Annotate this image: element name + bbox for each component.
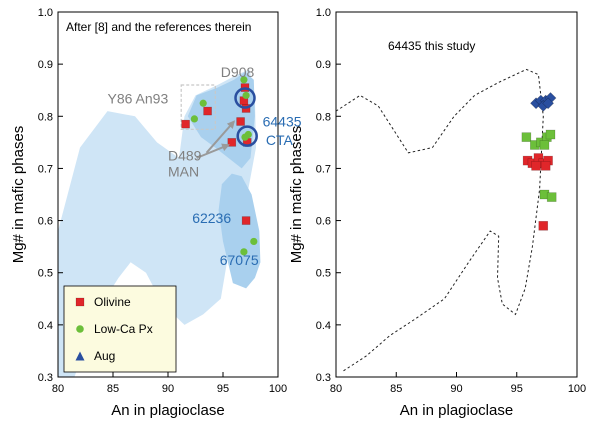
point-low-ca-px [190,115,198,123]
legend-marker-low-ca-px [76,325,84,333]
label-cta: CTA [266,132,294,148]
x-tick-label: 80 [52,383,64,395]
x-tick-label: 85 [107,383,119,395]
y-tick-label: 0.9 [38,59,53,71]
field-shading-left [58,69,261,378]
label-67075: 67075 [220,252,259,268]
point-low-ca-px [199,99,207,107]
point-olivine [181,119,190,129]
point-low-ca-px [521,132,532,142]
dashed-box [180,84,216,130]
point-olivine [203,106,212,116]
y-tick-label: 0.8 [316,111,331,123]
x-tick-label: 90 [450,383,462,395]
label-d489: D489 [168,148,202,164]
point-low-ca-px [240,76,248,84]
field-outline [335,68,544,373]
x-tick-label: 100 [269,383,287,395]
y-tick-label: 0.5 [316,268,331,280]
point-low-ca-px [250,237,258,246]
point-low-ca-px [545,129,556,140]
axes-right: 80 85 90 95 100 0.3 0.4 0.5 0.6 0.7 0.8 0.9 1.0 An in… [288,7,586,419]
point-low-ca-px [240,248,248,256]
x-tick-label: 90 [162,383,174,395]
y-tick-label: 0.6 [38,216,53,228]
annotation-header: 64435 this study [388,39,475,53]
y-tick-label: 1.0 [38,7,53,19]
legend-marker-aug [75,351,85,361]
legend-marker-olivine [75,297,85,307]
point-olivine [227,138,237,147]
y-tick-label: 0.7 [38,163,53,175]
label-man: MAN [168,163,199,179]
point-aug [542,97,555,110]
y-axis-label: Mg# in mafic phases [10,126,27,264]
point-low-ca-px [241,133,249,141]
point-low-ca-px [539,140,550,150]
plot-frame [57,11,279,378]
y-tick-label: 0.4 [316,320,331,332]
x-tick-label: 95 [511,383,523,395]
plot-frame [335,11,578,378]
arrow-d489 [196,143,230,159]
y-tick-label: 0.7 [316,163,331,175]
lower-dense-field [218,173,261,289]
label-64435: 64435 [263,114,302,130]
y-tick-label: 0.9 [316,59,331,71]
x-tick-label: 80 [330,383,342,395]
y-tick-label: 0.4 [38,320,53,332]
legend-label: Low-Ca Px [94,322,153,336]
upper-dense-field [187,72,255,169]
legend: Olivine Low-Ca Px Aug [63,285,177,373]
highlight-circle-64435 [234,87,256,109]
label-62236: 62236 [192,210,231,226]
point-low-ca-px [546,192,557,202]
point-olivine [538,220,549,231]
point-olivine [540,161,551,171]
label-y86-an93: Y86 An93 [108,90,169,106]
y-tick-label: 1.0 [316,7,331,19]
point-olivine [241,216,251,225]
y-tick-label: 0.6 [316,216,331,228]
annotation-header: After [8] and the references therein [66,20,251,34]
point-olivine [236,117,245,126]
x-tick-label: 95 [217,383,229,395]
axes-left: 80 85 90 95 100 0.3 0.4 0.5 0.6 0.7 0.8 0.9 1.0 An in… [10,7,287,419]
point-olivine [531,161,541,171]
legend-label: Aug [94,349,115,363]
markers-left [181,76,258,256]
y-axis-label: Mg# in mafic phases [288,126,305,264]
point-low-ca-px [242,91,250,100]
x-tick-label: 85 [390,383,402,395]
arrow-man [205,120,236,154]
x-tick-label: 100 [568,383,586,395]
x-axis-label: An in plagioclase [111,402,224,419]
x-axis-label: An in plagioclase [400,402,513,419]
ferroan-anorthosite-field [58,69,256,378]
label-d908: D908 [221,64,255,80]
markers-right [521,92,557,231]
y-tick-label: 0.3 [316,372,331,384]
highlight-circle-cta [236,125,258,147]
y-tick-label: 0.3 [38,372,53,384]
legend-label: Olivine [94,295,131,309]
y-tick-label: 0.5 [38,268,53,280]
y-tick-label: 0.8 [38,111,53,123]
